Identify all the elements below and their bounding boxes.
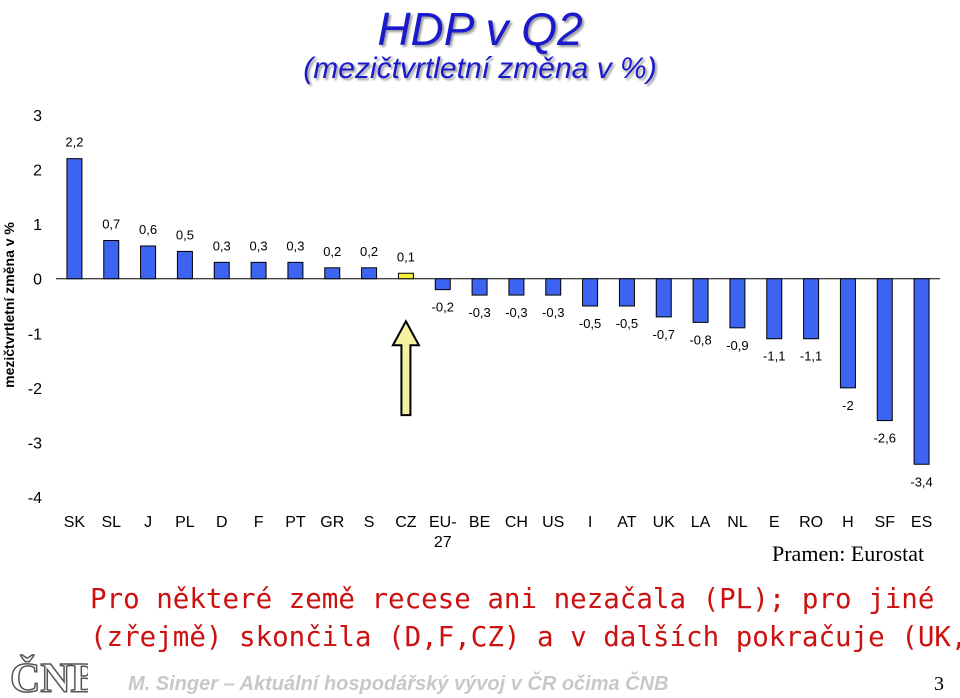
bar-ro (803, 278, 820, 340)
x-tick-label: US (542, 514, 564, 531)
x-tick-label: EU-27 (429, 514, 457, 551)
bars (66, 158, 930, 465)
value-label: -2,6 (874, 431, 896, 446)
value-label: -0,3 (542, 305, 564, 320)
value-label: -0,5 (616, 316, 638, 331)
cnb-logo: ČNB (9, 653, 88, 696)
x-tick-label: UK (653, 514, 676, 531)
chart-subtitle: (mezičtvrtletní změna v %) (303, 52, 657, 85)
bar-uk (655, 278, 672, 318)
chart-title: HDP v Q2 (377, 3, 583, 55)
x-tick-label: NL (727, 514, 748, 531)
highlight-arrow (391, 319, 421, 417)
commentary: Pro některé země recese ani nezačala (PL… (90, 580, 960, 656)
bar-chart: mezičtvrtletní změna v % 3 2 1 0 -1 -2 -3 -4 2,… (1, 108, 940, 551)
y-axis-label: mezičtvrtletní změna v % (1, 222, 17, 388)
x-tick-label: PT (285, 514, 306, 531)
value-label: 0,7 (102, 217, 120, 232)
value-label: -0,7 (653, 327, 675, 342)
y-tick-label: -1 (28, 326, 42, 343)
y-tick-label: -3 (28, 435, 42, 452)
cnb-logo-text: ČNB (10, 654, 88, 696)
bar-pt (287, 261, 304, 280)
y-tick-label: 0 (33, 272, 42, 289)
value-label: -0,2 (432, 300, 454, 315)
x-tick-label: GR (320, 514, 344, 531)
x-tick-label: E (769, 514, 780, 531)
x-tick-label: SL (101, 514, 121, 531)
value-label: 0,3 (286, 238, 304, 253)
value-label: -2 (842, 398, 854, 413)
value-label: 2,2 (65, 135, 83, 150)
y-tick-label: 1 (33, 217, 42, 234)
bar-us (545, 278, 562, 296)
bar-nl (729, 278, 746, 329)
x-tick-label: H (842, 514, 854, 531)
x-tick-label: ES (911, 514, 932, 531)
value-label: -0,8 (689, 332, 711, 347)
value-label: -0,5 (579, 316, 601, 331)
bar-cz (397, 272, 414, 280)
x-tick-label: S (364, 514, 375, 531)
value-label: 0,1 (397, 249, 415, 264)
x-tick-label: LA (691, 514, 711, 531)
footer-text: M. Singer – Aktuální hospodářský vývoj v… (128, 673, 669, 695)
source-note: Pramen: Eurostat (772, 541, 925, 566)
x-tick-label: PL (175, 514, 195, 531)
bar-at (618, 278, 635, 307)
value-label: 0,6 (139, 222, 157, 237)
bar-es (913, 278, 930, 465)
bar-be (471, 278, 488, 296)
x-tick-label: SF (875, 514, 896, 531)
value-label: 0,5 (176, 227, 194, 242)
bar-sk (66, 158, 83, 280)
x-tick-label: BE (469, 514, 490, 531)
page-number: 3 (934, 673, 944, 695)
bar-h (839, 278, 856, 389)
x-tick-label: SK (64, 514, 86, 531)
x-tick-label: RO (799, 514, 823, 531)
y-tick-label: -4 (28, 490, 42, 507)
x-tick-label: J (144, 514, 152, 531)
value-label: -0,9 (726, 338, 748, 353)
x-tick-labels: SK SL J PL D F PT GR S CZ EU-27 BE CH US I AT UK LA NL E RO H… (64, 514, 933, 551)
commentary-line-2: (zřejmě) skončila (D,F,CZ) a v dalších p… (90, 621, 960, 653)
bar-sl (103, 240, 120, 280)
value-label: -0,3 (468, 305, 490, 320)
value-label: 0,2 (360, 244, 378, 259)
bar-ch (508, 278, 525, 296)
bar-d (213, 261, 230, 280)
value-label: -1,1 (763, 349, 785, 364)
y-tick-label: 2 (33, 163, 42, 180)
value-label: 0,2 (323, 244, 341, 259)
bar-s (361, 267, 378, 280)
bar-eu-27 (434, 278, 451, 291)
bar-gr (324, 267, 341, 280)
x-tick-label: AT (617, 514, 636, 531)
value-label: -1,1 (800, 349, 822, 364)
x-tick-label: CZ (395, 514, 417, 531)
bar-sf (876, 278, 893, 422)
bar-la (692, 278, 709, 323)
bar-j (140, 245, 157, 280)
y-tick-labels: 3 2 1 0 -1 -2 -3 -4 (28, 108, 42, 507)
value-labels: 2,2 0,7 0,6 0,5 0,3 0,3 0,3 0,2 0,2 0,1 -0,2 -0,3 -0… (65, 135, 932, 490)
x-tick-label: I (588, 514, 592, 531)
y-tick-label: 3 (33, 108, 42, 125)
bar-i (582, 278, 599, 307)
value-label: -0,3 (505, 305, 527, 320)
bar-pl (176, 250, 193, 280)
value-label: -3,4 (910, 474, 932, 489)
value-label: 0,3 (250, 238, 268, 253)
bar-e (766, 278, 783, 340)
x-tick-label: CH (505, 514, 528, 531)
commentary-line-1: Pro některé země recese ani nezačala (PL… (90, 583, 935, 615)
x-tick-label: D (216, 514, 228, 531)
value-label: 0,3 (213, 238, 231, 253)
y-tick-label: -2 (28, 381, 42, 398)
bar-f (250, 261, 267, 280)
x-tick-label: F (254, 514, 264, 531)
